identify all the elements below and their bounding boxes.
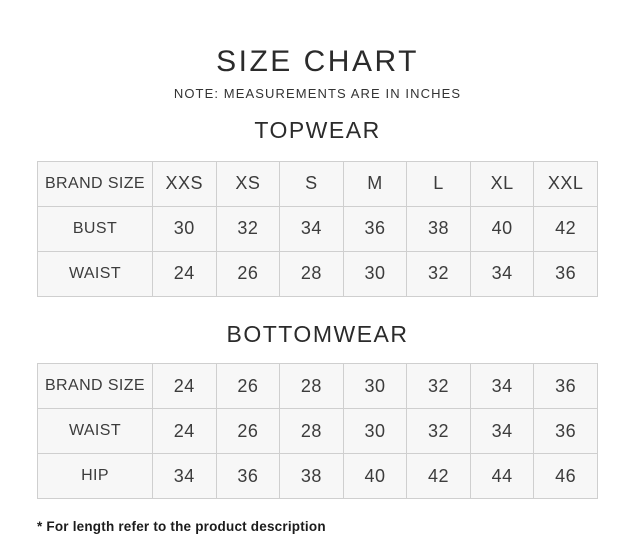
size-value-cell: 44 — [469, 453, 535, 500]
size-value-cell: 24 — [152, 250, 217, 297]
size-value-cell: 36 — [533, 408, 598, 455]
size-value-cell: 40 — [342, 453, 408, 500]
size-value-cell: 32 — [215, 205, 281, 252]
size-value-cell: XS — [215, 160, 281, 207]
table-row: BUST 30 32 34 36 38 40 42 — [37, 205, 598, 252]
row-label: HIP — [37, 453, 153, 500]
size-value-cell: 34 — [279, 205, 344, 252]
page-title: SIZE CHART — [216, 45, 419, 78]
length-footnote: * For length refer to the product descri… — [37, 519, 326, 535]
size-value-cell: 36 — [342, 205, 408, 252]
size-value-cell: 30 — [342, 363, 408, 410]
size-value-cell: 34 — [469, 363, 535, 410]
table-row: HIP 34 36 38 40 42 44 46 — [37, 453, 598, 500]
size-value-cell: L — [406, 160, 471, 207]
size-value-cell: 34 — [469, 408, 535, 455]
size-value-cell: 30 — [342, 250, 408, 297]
table-row: WAIST 24 26 28 30 32 34 36 — [37, 250, 598, 297]
size-value-cell: 34 — [152, 453, 217, 500]
size-value-cell: 30 — [152, 205, 217, 252]
row-label: WAIST — [37, 250, 153, 297]
size-value-cell: 32 — [406, 408, 471, 455]
table-row: WAIST 24 26 28 30 32 34 36 — [37, 408, 598, 455]
size-value-cell: 32 — [406, 250, 471, 297]
size-value-cell: 24 — [152, 363, 217, 410]
size-value-cell: 26 — [215, 250, 281, 297]
size-value-cell: 28 — [279, 408, 344, 455]
size-value-cell: 32 — [406, 363, 471, 410]
row-label: BRAND SIZE — [37, 363, 153, 410]
size-value-cell: 46 — [533, 453, 598, 500]
size-value-cell: 36 — [533, 250, 598, 297]
size-value-cell: XXL — [533, 160, 598, 207]
size-value-cell: XL — [469, 160, 535, 207]
bottomwear-size-table: BRAND SIZE 24 26 28 30 32 34 36 WAIST 24… — [37, 363, 598, 500]
topwear-size-table: BRAND SIZE XXS XS S M L XL XXL BUST 30 3… — [37, 160, 598, 297]
size-value-cell: 38 — [406, 205, 471, 252]
size-value-cell: 26 — [215, 408, 281, 455]
row-label: BUST — [37, 205, 153, 252]
size-value-cell: 40 — [469, 205, 535, 252]
topwear-heading: TOPWEAR — [254, 116, 381, 143]
measurement-note: NOTE: MEASUREMENTS ARE IN INCHES — [173, 85, 462, 101]
table-row: BRAND SIZE 24 26 28 30 32 34 36 — [37, 363, 598, 410]
size-value-cell: 36 — [215, 453, 281, 500]
size-value-cell: 36 — [533, 363, 598, 410]
size-value-cell: 34 — [469, 250, 535, 297]
size-value-cell: 38 — [279, 453, 344, 500]
size-value-cell: 24 — [152, 408, 217, 455]
table-row: BRAND SIZE XXS XS S M L XL XXL — [37, 160, 598, 207]
size-value-cell: 42 — [533, 205, 598, 252]
size-value-cell: XXS — [152, 160, 217, 207]
size-value-cell: 28 — [279, 363, 344, 410]
size-value-cell: 30 — [342, 408, 408, 455]
row-label: WAIST — [37, 408, 153, 455]
bottomwear-heading: BOTTOMWEAR — [226, 320, 409, 347]
size-chart-page: SIZE CHART NOTE: MEASUREMENTS ARE IN INC… — [37, 0, 598, 534]
size-value-cell: 28 — [279, 250, 344, 297]
size-value-cell: M — [342, 160, 408, 207]
size-value-cell: 42 — [406, 453, 471, 500]
size-value-cell: S — [279, 160, 344, 207]
size-value-cell: 26 — [215, 363, 281, 410]
row-label: BRAND SIZE — [37, 160, 153, 207]
